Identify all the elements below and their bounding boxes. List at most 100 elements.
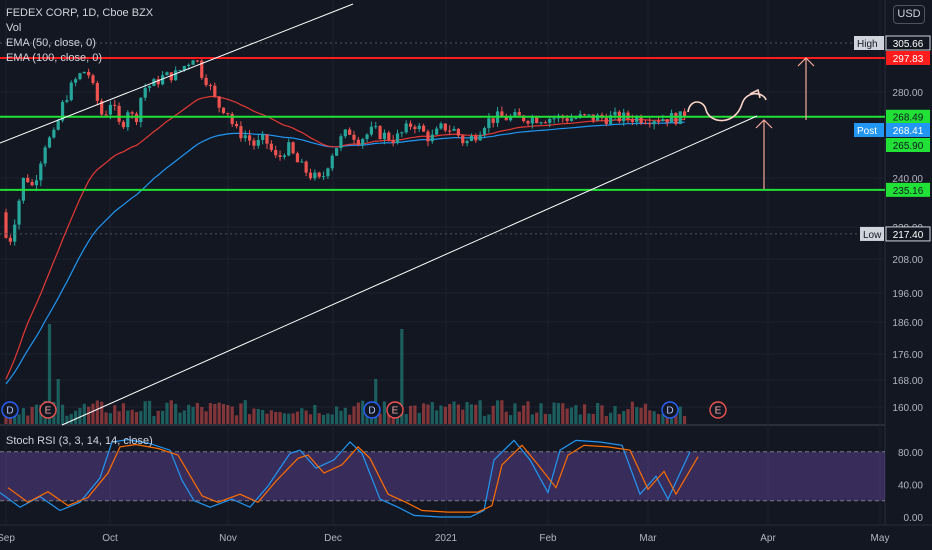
event-marker-label: E xyxy=(45,406,52,417)
dividend-marker xyxy=(1,401,19,419)
volume-bar xyxy=(361,400,365,424)
volume-bar xyxy=(630,401,634,424)
volume-bar xyxy=(543,413,547,424)
y-tick-label: 186.00 xyxy=(892,318,923,329)
volume-bar xyxy=(495,400,500,424)
high-price-label: 305.66 xyxy=(893,39,924,50)
candle-body xyxy=(613,111,617,116)
ema100-legend[interactable]: EMA (100, close, 0) xyxy=(6,52,102,64)
volume-bar xyxy=(156,410,160,424)
volume-bar xyxy=(195,402,199,424)
candle-body xyxy=(26,177,30,183)
candle-body xyxy=(452,128,456,131)
volume-bar xyxy=(413,405,417,424)
volume-bar xyxy=(617,414,621,424)
volume-bar xyxy=(69,413,73,424)
volume-bar xyxy=(552,402,556,424)
ema50-legend[interactable]: EMA (50, close, 0) xyxy=(6,37,96,49)
volume-bar xyxy=(678,406,682,424)
volume-bar xyxy=(609,412,613,424)
y-tick-label: 168.00 xyxy=(892,376,923,387)
volume-bar xyxy=(378,413,382,424)
post-price-bg xyxy=(886,123,930,137)
candle-body xyxy=(74,79,78,83)
volume-bar xyxy=(239,403,243,424)
currency-button[interactable]: USD xyxy=(893,5,925,24)
candle-body xyxy=(147,86,152,88)
volume-bar xyxy=(243,400,247,424)
candle-body xyxy=(395,133,400,144)
high-price-bg xyxy=(885,35,931,51)
earnings-marker xyxy=(709,401,727,419)
volume-bar xyxy=(674,411,678,424)
volume-bar xyxy=(374,379,378,424)
candle-body xyxy=(256,139,260,146)
symbol-legend[interactable]: FEDEX CORP, 1D, Cboe BZX xyxy=(6,7,154,19)
candle-body xyxy=(478,134,482,141)
resistance-price-label: 297.83 xyxy=(893,54,924,65)
candle-body xyxy=(261,134,265,140)
volume-bar xyxy=(248,414,252,424)
volume-bar xyxy=(435,410,439,424)
volume-bar xyxy=(100,401,104,424)
volume-bar xyxy=(626,409,630,424)
volume-bar xyxy=(461,409,465,424)
rsi-pane xyxy=(0,426,885,525)
volume-bar xyxy=(561,403,565,424)
volume-bar xyxy=(422,403,426,424)
volume-bar xyxy=(269,410,273,424)
volume-legend[interactable]: Vol xyxy=(6,22,22,34)
candle-body xyxy=(204,77,208,85)
candle-body xyxy=(156,79,160,85)
candle-body xyxy=(443,123,447,131)
candle-body xyxy=(648,123,652,125)
candle-body xyxy=(174,70,178,81)
volume-bar xyxy=(522,405,526,424)
candle-body xyxy=(408,123,413,127)
event-marker-label: D xyxy=(666,406,673,417)
volume-bar xyxy=(217,402,221,424)
volume-bar xyxy=(643,403,648,424)
candle-body xyxy=(265,134,269,144)
candle-body xyxy=(108,104,112,115)
candle-body xyxy=(321,176,326,178)
volume-bar xyxy=(161,410,165,424)
ema-price-label: 265.90 xyxy=(893,141,924,152)
candle-body xyxy=(60,101,65,121)
candle-body xyxy=(430,134,434,142)
volume-bar xyxy=(308,414,313,424)
support-price-label: 235.16 xyxy=(893,186,924,197)
candle-body xyxy=(461,135,465,144)
candle-body xyxy=(304,161,308,173)
volume-bar xyxy=(91,403,95,424)
resistance-price-bg xyxy=(886,50,930,65)
volume-bar xyxy=(95,400,99,424)
candle-body xyxy=(52,129,56,138)
stoch-rsi-legend[interactable]: Stoch RSI (3, 3, 14, 14, close) xyxy=(6,435,153,447)
earnings-marker xyxy=(386,401,404,419)
volume-bar xyxy=(622,411,626,424)
volume-bar xyxy=(261,409,265,424)
candle-body xyxy=(369,126,373,135)
volume-bar xyxy=(108,413,112,424)
y-tick-label: 196.00 xyxy=(892,289,923,300)
candle-body xyxy=(513,112,517,117)
rsi-band xyxy=(0,451,885,501)
volume-bar xyxy=(539,403,543,424)
candle-body xyxy=(34,180,39,186)
volume-bar xyxy=(130,409,134,424)
candle-body xyxy=(217,96,221,108)
volume-bar xyxy=(121,403,126,424)
candle-body xyxy=(208,84,213,86)
candle-body xyxy=(17,200,21,225)
candle-body xyxy=(635,116,639,123)
volume-bar xyxy=(526,401,530,424)
candle-body xyxy=(113,104,117,106)
volume-bar xyxy=(509,415,513,424)
volume-bar xyxy=(439,405,443,424)
candle-series xyxy=(4,58,687,246)
volume-bar xyxy=(300,408,304,424)
candle-body xyxy=(348,129,352,135)
volume-bar xyxy=(17,414,21,424)
volume-bar xyxy=(165,402,169,424)
